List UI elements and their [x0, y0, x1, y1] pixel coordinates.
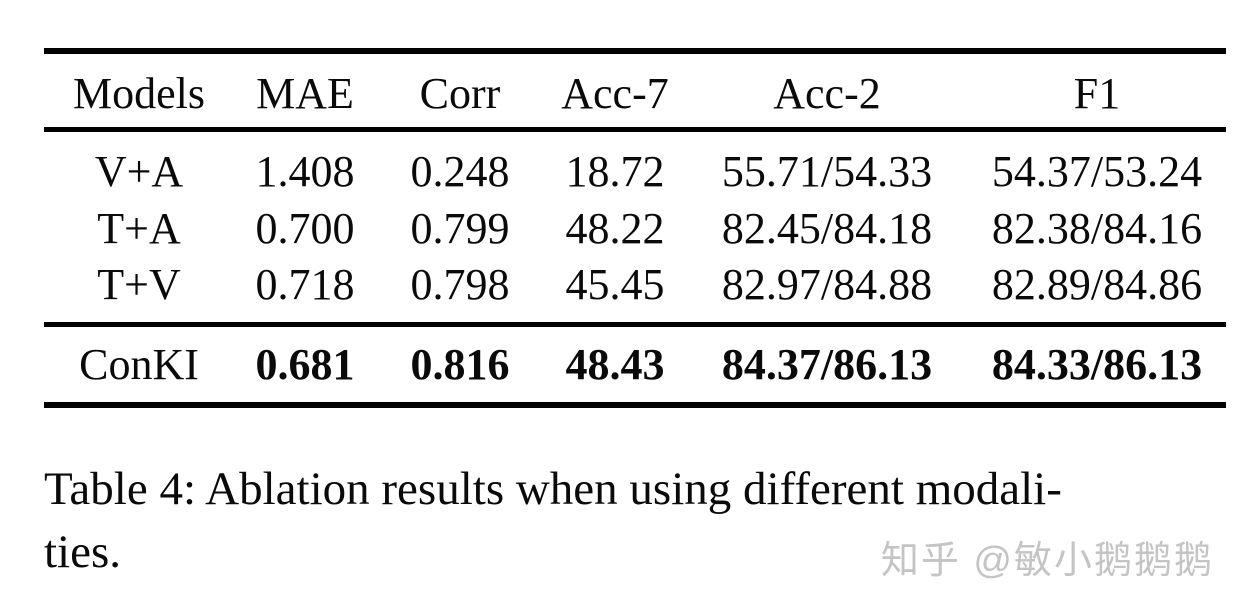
- acc2-value: 82.97/84.88: [721, 260, 933, 309]
- table-row: T+A 0.700 0.799 48.22 82.45/84.18 82.38/…: [44, 199, 1226, 259]
- column-header-acc2: Acc-2: [773, 69, 881, 118]
- acc2-value: 55.71/54.33: [721, 147, 933, 196]
- acc7-value: 48.43: [565, 340, 665, 389]
- table-header-rule: [44, 127, 1226, 132]
- column-header-mae: MAE: [256, 69, 354, 118]
- acc2-value: 84.37/86.13: [721, 340, 933, 389]
- corr-value: 0.798: [410, 260, 510, 309]
- acc7-value: 18.72: [565, 147, 665, 196]
- mae-value: 0.700: [255, 204, 355, 253]
- table-top-rule: [44, 48, 1226, 54]
- column-header-models: Models: [73, 69, 205, 118]
- caption-line-2: ties.: [44, 526, 122, 578]
- table-summary-row: ConKI 0.681 0.816 48.43 84.37/86.13 84.3…: [44, 335, 1226, 395]
- corr-value: 0.248: [410, 147, 510, 196]
- column-header-f1: F1: [1073, 69, 1121, 118]
- f1-value: 84.33/86.13: [991, 340, 1203, 389]
- mae-value: 0.681: [255, 340, 355, 389]
- model-name: V+A: [94, 147, 184, 196]
- table-caption: Table 4: Ablation results when using dif…: [44, 458, 1234, 584]
- mae-value: 1.408: [255, 147, 355, 196]
- column-header-corr: Corr: [419, 69, 501, 118]
- corr-value: 0.799: [410, 204, 510, 253]
- acc2-value: 82.45/84.18: [721, 204, 933, 253]
- table-bottom-rule: [44, 402, 1226, 408]
- f1-value: 82.38/84.16: [991, 204, 1203, 253]
- table-row: T+V 0.718 0.798 45.45 82.97/84.88 82.89/…: [44, 255, 1226, 315]
- f1-value: 54.37/53.24: [991, 147, 1203, 196]
- acc7-value: 45.45: [565, 260, 665, 309]
- mae-value: 0.718: [255, 260, 355, 309]
- caption-line-1: Table 4: Ablation results when using dif…: [44, 463, 1062, 515]
- model-name: T+A: [97, 204, 181, 253]
- corr-value: 0.816: [410, 340, 510, 389]
- table-row: V+A 1.408 0.248 18.72 55.71/54.33 54.37/…: [44, 142, 1226, 202]
- column-header-acc7: Acc-7: [561, 69, 669, 118]
- table-summary-rule: [44, 322, 1226, 327]
- f1-value: 82.89/84.86: [991, 260, 1203, 309]
- acc7-value: 48.22: [565, 204, 665, 253]
- model-name: ConKI: [79, 340, 199, 389]
- zhihu-watermark: 知乎 @敏小鹅鹅鹅: [880, 540, 1214, 582]
- table-header-row: Models MAE Corr Acc-7 Acc-2 F1: [44, 63, 1226, 125]
- model-name: T+V: [97, 260, 181, 309]
